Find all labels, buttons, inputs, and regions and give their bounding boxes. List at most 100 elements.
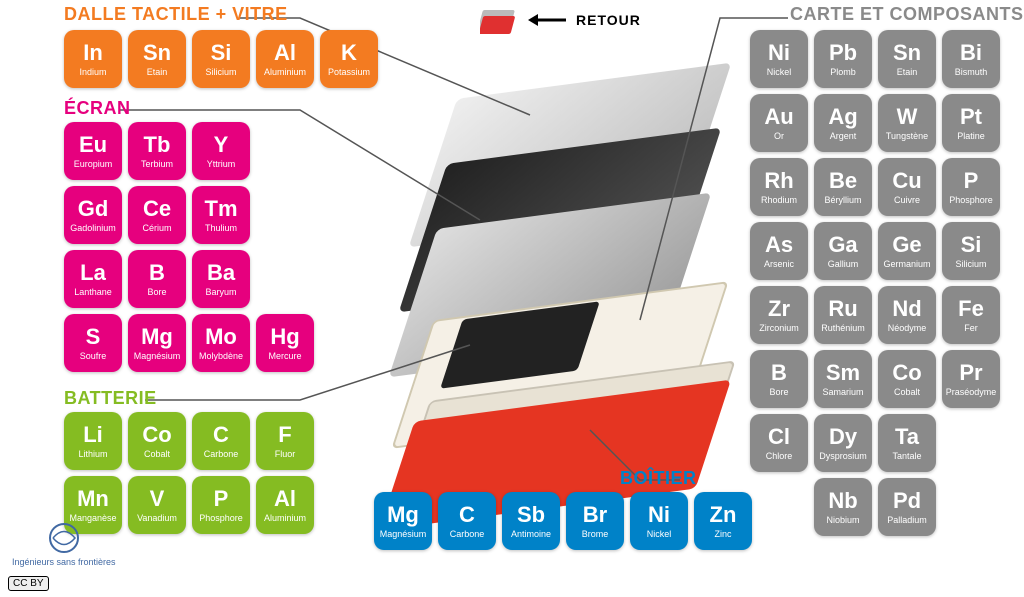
element-name: Néodyme — [888, 324, 927, 333]
element-tile-ag: Ag Argent — [814, 94, 872, 152]
element-tile-la: LaLanthane — [64, 250, 122, 308]
element-name: Zirconium — [759, 324, 799, 333]
element-name: Terbium — [141, 160, 173, 169]
element-tile-pd: PdPalladium — [878, 478, 936, 536]
element-name: Lithium — [78, 450, 107, 459]
element-symbol: Nb — [828, 490, 857, 512]
element-symbol: Zr — [768, 298, 790, 320]
element-name: Fluor — [275, 450, 296, 459]
element-tile-as: As Arsenic — [750, 222, 808, 280]
element-tile-sn: SnEtain — [878, 30, 936, 88]
element-tile-sb: SbAntimoine — [502, 492, 560, 550]
element-name: Zinc — [714, 530, 731, 539]
element-name: Mercure — [268, 352, 301, 361]
element-tile-mg: MgMagnésium — [374, 492, 432, 550]
element-symbol: Ce — [143, 198, 171, 220]
element-tile-mo: Mo Molybdène — [192, 314, 250, 372]
element-symbol: La — [80, 262, 106, 284]
element-name: Dysprosium — [819, 452, 867, 461]
element-tile-v: VVanadium — [128, 476, 186, 534]
element-name: Brome — [582, 530, 609, 539]
element-tile-pt: PtPlatine — [942, 94, 1000, 152]
element-tile-tm: Tm Thulium — [192, 186, 250, 244]
element-name: Europium — [74, 160, 113, 169]
dalle-section-title: DALLE TACTILE + VITRE — [64, 4, 288, 25]
element-tile-ni: NiNickel — [630, 492, 688, 550]
element-symbol: P — [964, 170, 979, 192]
element-name: Fer — [964, 324, 978, 333]
element-symbol: Sm — [826, 362, 860, 384]
element-symbol: Y — [214, 134, 229, 156]
element-name: Cobalt — [144, 450, 170, 459]
element-symbol: Rh — [764, 170, 793, 192]
element-name: Platine — [957, 132, 985, 141]
element-symbol: Co — [892, 362, 921, 384]
element-name: Nickel — [647, 530, 672, 539]
element-symbol: Pr — [959, 362, 982, 384]
element-symbol: V — [150, 488, 165, 510]
element-name: Argent — [830, 132, 857, 141]
element-tile-pb: PbPlomb — [814, 30, 872, 88]
element-tile-co: CoCobalt — [128, 412, 186, 470]
element-tile-y: YYttrium — [192, 122, 250, 180]
element-tile-si: SiSilicium — [192, 30, 250, 88]
element-name: Arsenic — [764, 260, 794, 269]
element-tile-k: KPotassium — [320, 30, 378, 88]
element-tile-ni: NiNickel — [750, 30, 808, 88]
boitier-element-grid: MgMagnésiumCCarboneSbAntimoineBrBromeNiN… — [374, 492, 774, 550]
element-tile-fe: Fe Fer — [942, 286, 1000, 344]
element-tile-mg: MgMagnésium — [128, 314, 186, 372]
element-tile-s: SSoufre — [64, 314, 122, 372]
element-name: Bore — [769, 388, 788, 397]
element-tile-cu: CuCuivre — [878, 158, 936, 216]
license-badge: CC BY — [8, 576, 49, 591]
element-symbol: Ta — [895, 426, 919, 448]
element-name: Bore — [147, 288, 166, 297]
element-name: Baryum — [205, 288, 236, 297]
element-tile-dy: Dy Dysprosium — [814, 414, 872, 472]
element-name: Cuivre — [894, 196, 920, 205]
element-symbol: Ge — [892, 234, 921, 256]
element-tile-co: CoCobalt — [878, 350, 936, 408]
element-tile-al: AlAluminium — [256, 30, 314, 88]
element-symbol: Si — [961, 234, 982, 256]
element-symbol: Cl — [768, 426, 790, 448]
element-symbol: Al — [274, 488, 296, 510]
element-symbol: Mo — [205, 326, 237, 348]
element-symbol: Sn — [143, 42, 171, 64]
element-name: Antimoine — [511, 530, 551, 539]
element-tile-ru: RuRuthénium — [814, 286, 872, 344]
element-name: Béryllium — [824, 196, 861, 205]
element-name: Tantale — [892, 452, 921, 461]
element-name: Magnésium — [134, 352, 181, 361]
element-symbol: Fe — [958, 298, 984, 320]
element-tile-b: BBore — [128, 250, 186, 308]
element-symbol: K — [341, 42, 357, 64]
element-name: Nickel — [767, 68, 792, 77]
element-symbol: Mn — [77, 488, 109, 510]
element-symbol: Tb — [144, 134, 171, 156]
element-symbol: Ag — [828, 106, 857, 128]
element-name: Molybdène — [199, 352, 243, 361]
element-name: Indium — [79, 68, 106, 77]
element-symbol: S — [86, 326, 101, 348]
element-tile-si: SiSilicium — [942, 222, 1000, 280]
element-symbol: Ba — [207, 262, 235, 284]
element-symbol: Dy — [829, 426, 857, 448]
element-tile-bi: BiBismuth — [942, 30, 1000, 88]
element-name: Thulium — [205, 224, 237, 233]
element-symbol: Tm — [205, 198, 238, 220]
element-name: Carbone — [204, 450, 239, 459]
element-tile-cl: Cl Chlore — [750, 414, 808, 472]
element-name: Samarium — [822, 388, 863, 397]
element-name: Praséodyme — [946, 388, 997, 397]
element-name: Phosphore — [949, 196, 993, 205]
element-symbol: As — [765, 234, 793, 256]
element-tile-ta: Ta Tantale — [878, 414, 936, 472]
element-name: Chlore — [766, 452, 793, 461]
element-tile-ce: CeCérium — [128, 186, 186, 244]
batterie-element-grid: LiLithiumCoCobaltCCarboneFFluorMnManganè… — [64, 412, 344, 534]
element-tile-sm: Sm Samarium — [814, 350, 872, 408]
element-symbol: Zn — [710, 504, 737, 526]
element-tile-au: AuOr — [750, 94, 808, 152]
